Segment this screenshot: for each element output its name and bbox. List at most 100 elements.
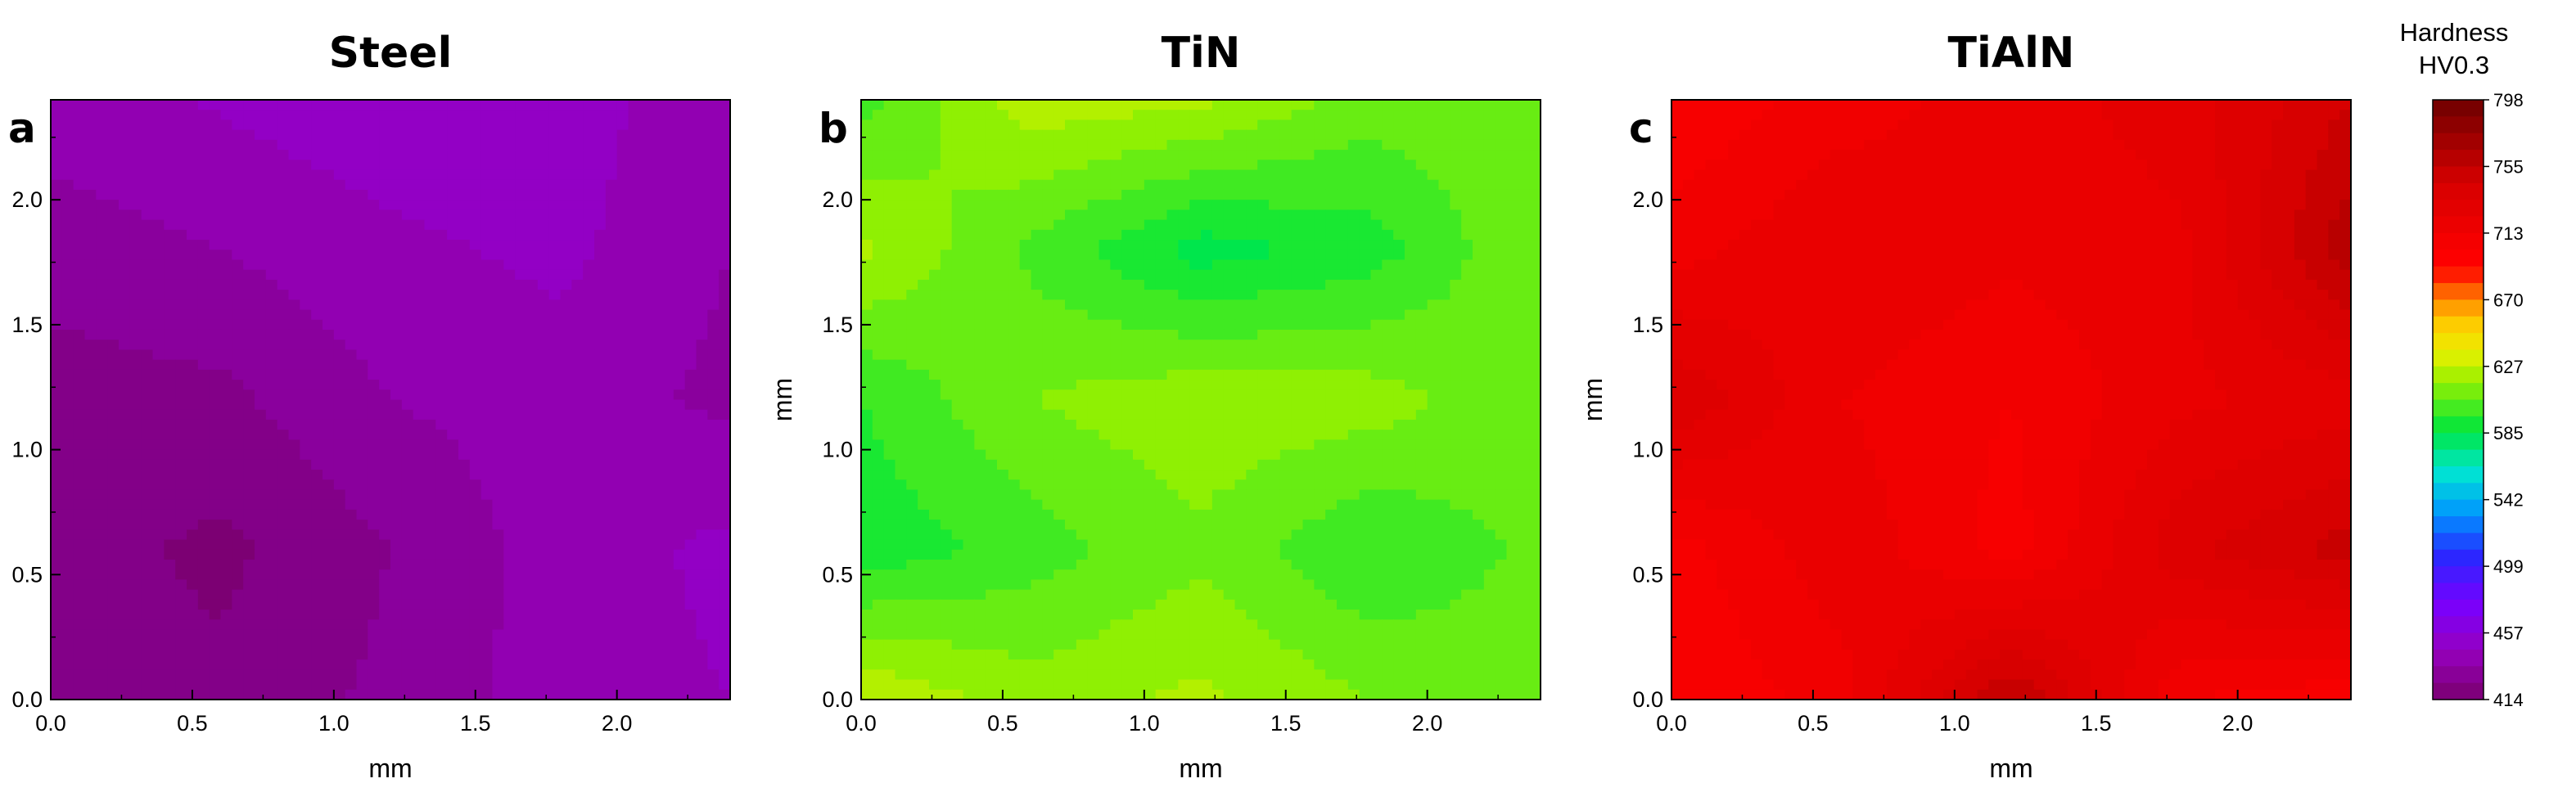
contour-cell <box>311 669 323 681</box>
contour-cell <box>1279 129 1293 141</box>
contour-cell <box>537 509 550 520</box>
contour-cell <box>424 359 437 371</box>
y-tick-label: 0.5 <box>11 562 43 587</box>
contour-cell <box>537 479 550 491</box>
contour-cell <box>974 200 986 211</box>
contour-cell <box>84 259 97 271</box>
contour-cell <box>84 100 97 111</box>
contour-cell <box>594 430 607 441</box>
contour-cell <box>61 679 74 691</box>
contour-cell <box>1359 290 1372 301</box>
contour-cell <box>119 479 131 491</box>
contour-cell <box>469 279 482 290</box>
contour-cell <box>492 439 505 451</box>
contour-cell <box>277 139 290 151</box>
contour-cell <box>861 279 873 290</box>
contour-cell <box>883 269 896 281</box>
contour-cell <box>1166 160 1180 171</box>
contour-cell <box>1415 119 1428 131</box>
contour-cell <box>107 240 120 251</box>
contour-cell <box>1415 290 1428 301</box>
contour-cell <box>187 389 199 401</box>
contour-cell <box>51 369 63 380</box>
contour-cell <box>1450 209 1462 221</box>
contour-cell <box>379 349 391 361</box>
contour-cell <box>73 279 86 290</box>
contour-cell <box>673 479 686 491</box>
contour-cell <box>696 329 709 340</box>
contour-cell <box>197 589 210 601</box>
contour-cell <box>469 629 482 641</box>
contour-cell <box>265 419 278 430</box>
contour-cell <box>323 319 335 331</box>
contour-cell <box>1133 100 1145 111</box>
contour-cell <box>1087 269 1100 281</box>
contour-cell <box>311 160 323 171</box>
contour-cell <box>1053 219 1066 231</box>
contour-cell <box>1076 219 1089 231</box>
contour-cell <box>243 659 255 671</box>
contour-cell <box>1291 240 1304 251</box>
contour-cell <box>265 359 278 371</box>
contour-cell <box>1087 279 1100 290</box>
contour-cell <box>1223 200 1236 211</box>
contour-cell <box>447 649 459 660</box>
contour-cell <box>1337 189 1349 200</box>
contour-cell <box>492 389 505 401</box>
contour-cell <box>560 449 573 461</box>
contour-cell <box>333 100 346 111</box>
contour-cell <box>673 340 686 351</box>
contour-cell <box>1279 189 1293 200</box>
contour-cell <box>368 329 380 340</box>
contour-cell <box>51 299 63 311</box>
contour-cell <box>872 209 885 221</box>
contour-cell <box>651 430 663 441</box>
contour-cell <box>628 610 641 621</box>
contour-cell <box>469 479 482 491</box>
contour-cell <box>413 240 426 251</box>
contour-cell <box>1053 100 1066 111</box>
contour-cell <box>277 290 290 301</box>
contour-cell <box>333 119 346 131</box>
contour-cell <box>401 250 414 261</box>
contour-cell <box>1529 200 1541 211</box>
contour-cell <box>548 150 562 161</box>
contour-cell <box>548 659 562 671</box>
contour-cell <box>356 529 369 541</box>
contour-cell <box>232 649 244 660</box>
contour-cell <box>1166 250 1180 261</box>
contour-cell <box>164 409 176 421</box>
contour-cell <box>288 529 301 541</box>
contour-cell <box>152 569 165 581</box>
contour-cell <box>537 309 550 321</box>
contour-cell <box>424 229 437 241</box>
contour-cell <box>220 459 233 470</box>
contour-cell <box>974 110 986 121</box>
contour-cell <box>187 610 199 621</box>
contour-cell <box>1302 129 1315 141</box>
contour-cell <box>515 499 527 511</box>
contour-cell <box>537 219 550 231</box>
contour-cell <box>963 100 976 111</box>
contour-cell <box>651 589 663 601</box>
contour-cell <box>503 579 516 591</box>
contour-cell <box>719 470 730 481</box>
contour-cell <box>1099 169 1112 181</box>
contour-cell <box>662 359 674 371</box>
contour-cell <box>469 569 482 581</box>
contour-cell <box>571 299 584 311</box>
contour-cell <box>707 240 720 251</box>
contour-cell <box>107 419 120 430</box>
contour-cell <box>1110 209 1122 221</box>
contour-cell <box>707 479 720 491</box>
contour-cell <box>197 639 210 650</box>
contour-cell <box>929 259 941 271</box>
contour-cell <box>164 219 176 231</box>
contour-cell <box>639 340 652 351</box>
contour-cell <box>255 259 267 271</box>
contour-cell <box>356 479 369 491</box>
contour-cell <box>288 520 301 531</box>
contour-cell <box>333 380 346 391</box>
contour-cell <box>872 139 885 151</box>
contour-cell <box>480 309 494 321</box>
